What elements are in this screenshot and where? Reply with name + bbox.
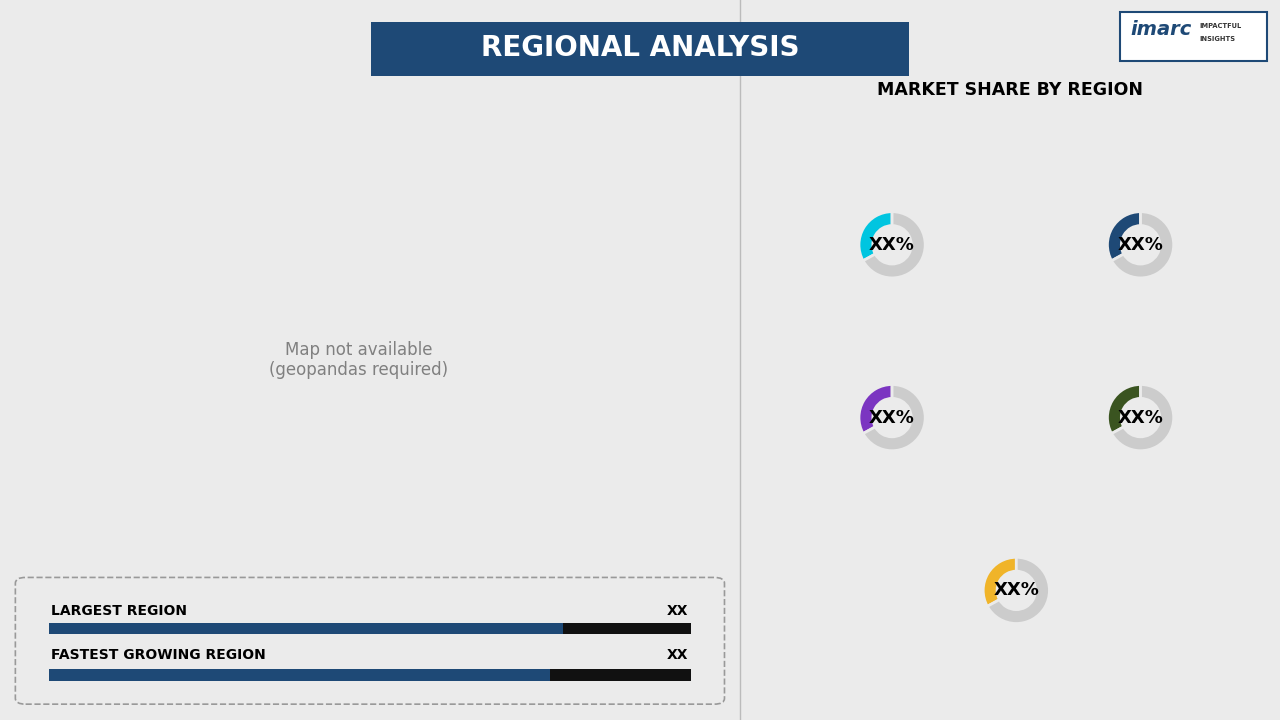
Wedge shape <box>983 557 1016 606</box>
Bar <box>550 669 691 680</box>
Wedge shape <box>1107 384 1140 433</box>
Text: XX%: XX% <box>1117 409 1164 426</box>
Wedge shape <box>987 557 1050 624</box>
Text: IMPACTFUL: IMPACTFUL <box>1199 23 1242 29</box>
Bar <box>563 623 691 634</box>
FancyBboxPatch shape <box>371 22 909 76</box>
Bar <box>49 669 550 680</box>
Text: XX: XX <box>667 647 689 662</box>
FancyBboxPatch shape <box>740 0 1280 720</box>
Text: XX%: XX% <box>1117 235 1164 253</box>
Text: XX%: XX% <box>993 582 1039 599</box>
FancyBboxPatch shape <box>15 577 724 704</box>
Text: FASTEST GROWING REGION: FASTEST GROWING REGION <box>51 647 266 662</box>
FancyBboxPatch shape <box>1120 12 1267 61</box>
Text: imarc: imarc <box>1130 20 1192 39</box>
Wedge shape <box>1111 212 1174 278</box>
Text: XX: XX <box>667 604 689 618</box>
Bar <box>49 623 563 634</box>
Wedge shape <box>863 384 925 451</box>
Text: INSIGHTS: INSIGHTS <box>1199 36 1235 42</box>
Text: XX%: XX% <box>869 409 915 426</box>
Wedge shape <box>1111 384 1174 451</box>
Wedge shape <box>863 212 925 278</box>
Text: XX%: XX% <box>869 235 915 253</box>
Text: Map not available
(geopandas required): Map not available (geopandas required) <box>269 341 448 379</box>
Wedge shape <box>859 212 892 261</box>
Wedge shape <box>1107 212 1140 261</box>
Text: LARGEST REGION: LARGEST REGION <box>51 604 187 618</box>
Text: MARKET SHARE BY REGION: MARKET SHARE BY REGION <box>877 81 1143 99</box>
Text: REGIONAL ANALYSIS: REGIONAL ANALYSIS <box>481 35 799 62</box>
Wedge shape <box>859 384 892 433</box>
